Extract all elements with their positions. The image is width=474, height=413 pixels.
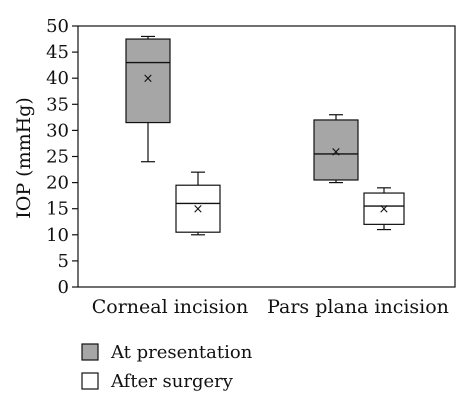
y-tick-label: 5 [58,251,69,272]
mean-marker: × [379,202,390,217]
box-at-presentation-pars-plana: × [313,114,359,184]
y-tick-label: 15 [46,199,69,220]
iqr-box [313,119,359,181]
legend: At presentation After surgery [81,342,253,392]
iqr-box [175,184,221,233]
box-series: × × × × [125,35,405,236]
iqr-box [363,192,405,225]
box-at-presentation-corneal: × [125,35,171,163]
y-tick-label: 35 [46,94,69,115]
category-label: Pars plana incision [267,296,449,318]
legend-label: At presentation [110,342,253,363]
category-label: Corneal incision [92,296,249,318]
y-tick-label: 0 [58,277,69,298]
y-tick-label: 50 [46,16,69,37]
box-after-surgery-pars-plana: × [363,187,405,231]
mean-marker: × [143,72,154,87]
y-axis-title: IOP (mmHg) [13,97,35,219]
y-tick-label: 40 [46,68,69,89]
legend-swatch [81,372,99,390]
y-tick-label: 20 [46,173,69,194]
legend-swatch [81,343,99,361]
iqr-box [125,38,171,124]
mean-marker: × [193,202,204,217]
legend-label: After surgery [110,371,234,392]
y-tick-label: 10 [46,225,69,246]
box-after-surgery-corneal: × [175,171,221,236]
y-tick-label: 45 [46,42,69,63]
mean-marker: × [331,145,342,160]
y-tick-label: 25 [46,147,69,168]
y-axis-ticks: 0 5 10 15 20 25 30 35 40 45 50 [46,16,78,298]
y-tick-label: 30 [46,120,69,141]
category-labels: Corneal incision Pars plana incision [92,296,449,318]
